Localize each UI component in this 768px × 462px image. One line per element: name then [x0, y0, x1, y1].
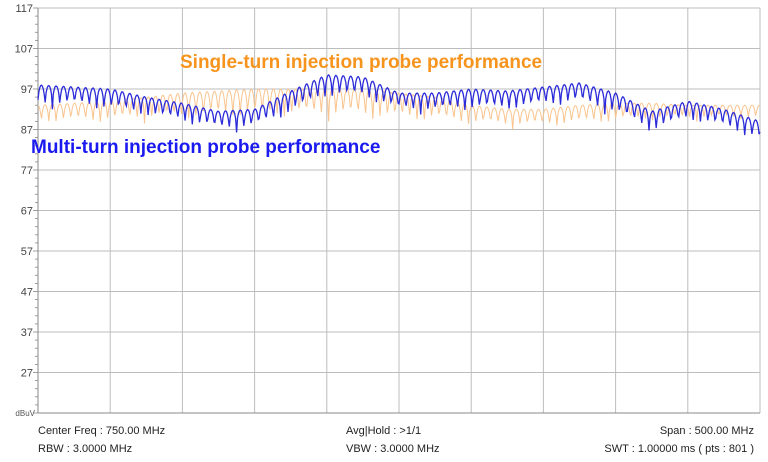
y-axis-unit: dBuV	[15, 409, 35, 418]
center-freq: Center Freq : 750.00 MHz	[38, 425, 166, 437]
span: Span : 500.00 MHz	[659, 425, 754, 437]
y-tick-label: 77	[21, 165, 33, 177]
avg-hold: Avg|Hold : >1/1	[346, 425, 422, 437]
single-turn-label: Single-turn injection probe performance	[180, 52, 543, 73]
y-tick-label: 27	[21, 368, 33, 380]
y-tick-label: 37	[21, 327, 33, 339]
y-tick-label: 97	[21, 84, 33, 96]
y-tick-label: 107	[15, 44, 33, 56]
multi-turn-label: Multi-turn injection probe performance	[31, 137, 381, 158]
y-tick-label: 57	[21, 246, 33, 258]
y-tick-label: 87	[21, 125, 33, 137]
rbw: RBW : 3.0000 MHz	[38, 443, 133, 455]
y-tick-label: 47	[21, 287, 33, 299]
swt: SWT : 1.00000 ms ( pts : 801 )	[604, 443, 754, 455]
vbw: VBW : 3.0000 MHz	[346, 443, 440, 455]
multi-turn-trace	[37, 73, 761, 136]
y-tick-label: 67	[21, 206, 33, 218]
y-tick-label: 117	[15, 3, 33, 15]
